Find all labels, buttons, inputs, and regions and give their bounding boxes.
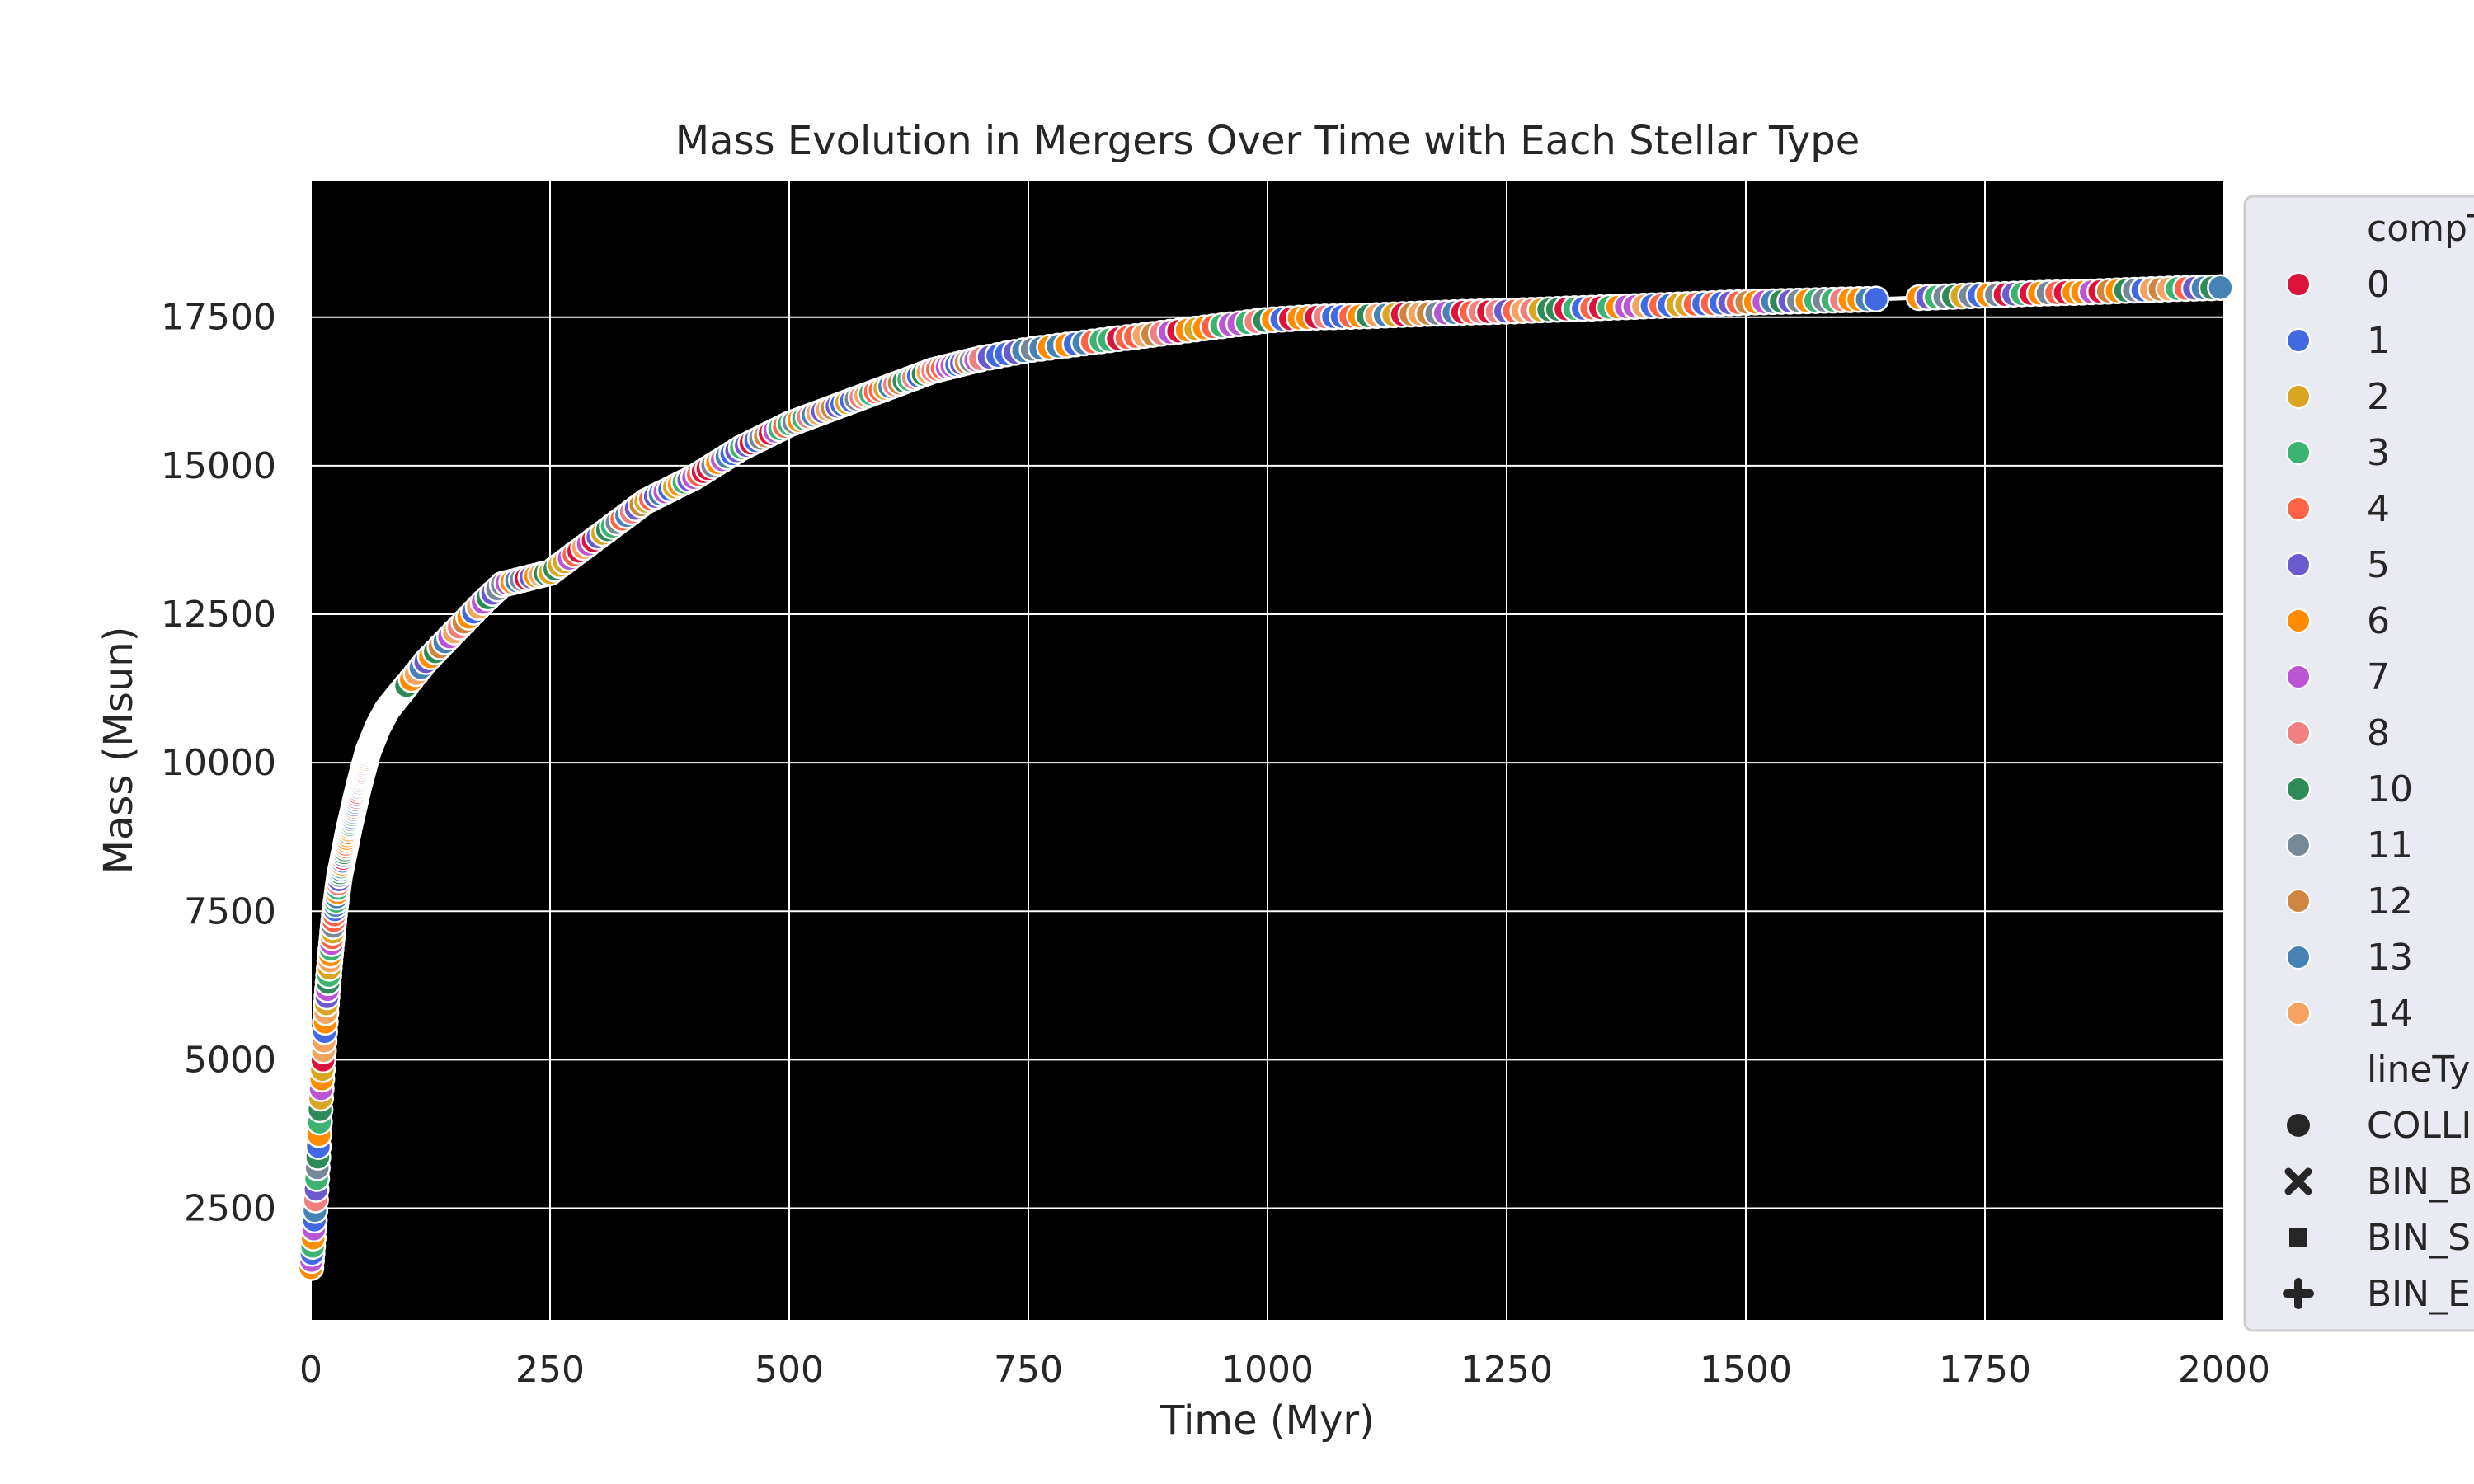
y-axis-label: Mass (Msun)	[96, 627, 142, 875]
x-tick-label: 1500	[1700, 1349, 1792, 1391]
legend-label: 12	[2367, 881, 2413, 923]
legend-label: 7	[2367, 656, 2390, 698]
legend-label: BIN_B	[2367, 1161, 2472, 1203]
chart-title: Mass Evolution in Mergers Over Time with…	[675, 118, 1860, 164]
data-points	[297, 274, 2234, 1281]
x-tick-label: 500	[755, 1349, 824, 1391]
legend-marker	[2286, 440, 2311, 465]
legend-style-marker-square	[2289, 1228, 2307, 1247]
legend-label: 0	[2367, 264, 2390, 306]
tick-labels: 0 250 500 750 1000 1250 1500 1750 2000 2500 5000 75…	[161, 297, 2270, 1391]
legend-marker	[2286, 384, 2311, 409]
legend-marker	[2286, 608, 2311, 633]
legend-label: BIN_S	[2367, 1217, 2471, 1259]
y-tick-label: 7500	[184, 890, 276, 932]
x-tick-label: 1750	[1939, 1349, 2031, 1391]
grid-lines	[310, 181, 2225, 1320]
x-axis-label: Time (Myr)	[1159, 1397, 1375, 1444]
data-point	[2207, 274, 2234, 302]
x-tick-label: 1250	[1460, 1349, 1553, 1391]
legend-label: 14	[2367, 993, 2413, 1035]
legend-label: BIN_E	[2367, 1273, 2471, 1315]
y-tick-label: 2500	[184, 1188, 276, 1230]
legend-marker	[2286, 272, 2311, 297]
legend-label: 6	[2367, 600, 2390, 642]
y-tick-label: 15000	[161, 445, 276, 487]
legend-marker	[2286, 721, 2311, 745]
legend-style-marker-x	[2284, 1167, 2312, 1195]
legend-marker	[2286, 328, 2311, 353]
legend-marker	[2286, 777, 2311, 801]
x-tick-label: 0	[299, 1349, 322, 1391]
data-point	[1862, 285, 1890, 313]
legend-label: 8	[2367, 712, 2390, 754]
x-tick-label: 2000	[2178, 1349, 2270, 1391]
legend-style-marker-plus	[2283, 1278, 2314, 1309]
legend-marker	[2286, 833, 2311, 857]
legend-style-marker-circle	[2287, 1114, 2310, 1137]
legend-marker	[2286, 552, 2311, 577]
legend-label: 11	[2367, 824, 2413, 866]
legend-label: COLLI	[2367, 1105, 2472, 1147]
legend-marker	[2286, 1001, 2311, 1026]
legend-label: 5	[2367, 544, 2390, 586]
y-tick-label: 12500	[161, 594, 276, 636]
x-tick-label: 750	[994, 1349, 1063, 1391]
y-tick-label: 5000	[184, 1039, 276, 1081]
legend-label: 13	[2367, 937, 2413, 979]
legend-label: 4	[2367, 488, 2390, 530]
y-tick-label: 10000	[161, 742, 276, 784]
x-tick-label: 250	[515, 1349, 585, 1391]
legend-marker	[2286, 496, 2311, 521]
legend-marker	[2286, 945, 2311, 970]
legend-box	[2243, 195, 2474, 1332]
legend: compT0123456781011121314lineTyCOLLIBIN_B…	[2243, 195, 2474, 1332]
y-tick-label: 17500	[161, 297, 276, 339]
legend-marker	[2286, 665, 2311, 689]
legend-hue-title: compT	[2367, 208, 2474, 250]
legend-label: 1	[2367, 320, 2390, 362]
x-tick-label: 1000	[1221, 1349, 1314, 1391]
legend-label: 10	[2367, 768, 2413, 810]
legend-marker	[2286, 889, 2311, 913]
legend-style-title: lineTy	[2367, 1049, 2470, 1091]
legend-label: 2	[2367, 376, 2390, 418]
legend-label: 3	[2367, 432, 2390, 474]
